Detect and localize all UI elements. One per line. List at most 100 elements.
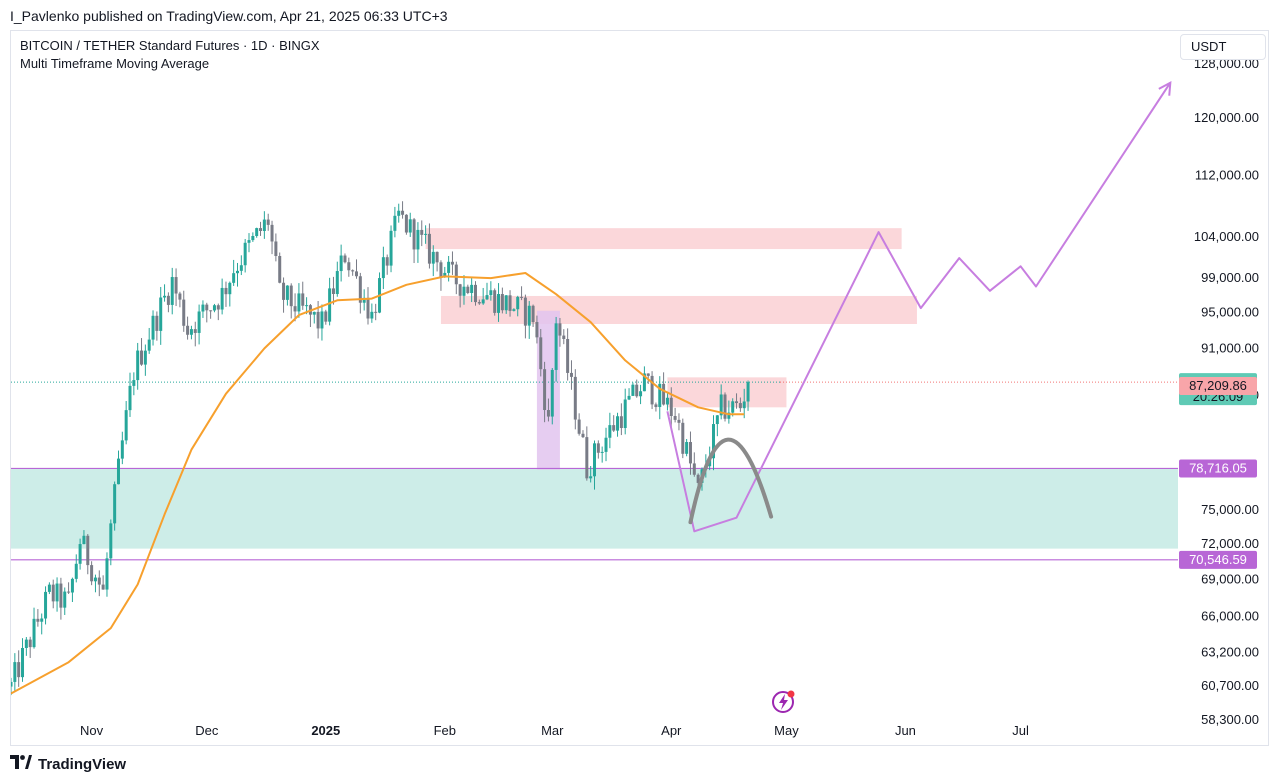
candle-body (124, 410, 128, 441)
candle (546, 398, 550, 422)
candle-body (320, 311, 324, 329)
candle-body (343, 255, 347, 263)
candle-body (612, 425, 616, 431)
y-tick-label: 72,000.00 (1201, 536, 1259, 551)
candle-body (170, 277, 174, 305)
tradingview-brand[interactable]: TradingView (10, 755, 126, 773)
candle-body (642, 373, 646, 392)
candle (462, 275, 466, 305)
candle (493, 288, 497, 316)
candle-body (458, 284, 462, 296)
candle (600, 446, 604, 463)
candle (562, 329, 566, 345)
projection-arrowhead (1158, 80, 1172, 96)
candle (205, 302, 209, 323)
candle (174, 268, 178, 307)
candle (523, 294, 527, 339)
candle (531, 304, 535, 327)
candle-body (401, 210, 405, 215)
candle-body (40, 618, 44, 622)
candle (727, 400, 731, 424)
lightning-bolt (779, 694, 788, 710)
candle (738, 397, 742, 412)
x-tick-label: Nov (80, 723, 104, 738)
bid-price-label-bg (1179, 376, 1257, 395)
x-tick-label: Feb (434, 723, 456, 738)
candle (201, 300, 205, 318)
y-tick-label: 95,000.00 (1201, 305, 1259, 320)
candle-body (688, 442, 692, 464)
candle-body (305, 305, 309, 307)
candle-body (239, 265, 243, 271)
lightning-news-icon[interactable] (772, 690, 795, 713)
candle-body (101, 584, 105, 590)
candle-body (109, 523, 113, 559)
candle (665, 391, 669, 411)
candle (543, 361, 547, 423)
candle (550, 368, 554, 425)
candle (470, 277, 474, 303)
candle-body (712, 424, 716, 459)
candle-body (270, 224, 274, 242)
candle-body (282, 282, 286, 300)
x-tick-label: Mar (541, 723, 564, 738)
candle (116, 450, 120, 485)
candle-body (128, 385, 132, 411)
candle-body (596, 443, 600, 453)
candle (424, 225, 428, 244)
chart-pane[interactable] (10, 30, 1269, 746)
candle-body (450, 261, 454, 265)
candle (11, 677, 13, 696)
candle-body (255, 228, 259, 237)
candle-body (520, 296, 524, 298)
candle (351, 269, 355, 276)
candle (21, 638, 25, 682)
candle-body (354, 271, 358, 277)
candle (63, 587, 67, 615)
candle-body (93, 577, 97, 582)
candle (458, 283, 462, 308)
candle-body (735, 401, 739, 404)
candle (466, 284, 470, 295)
candle-body (116, 458, 120, 485)
symbol-legend[interactable]: BITCOIN / TETHER Standard Futures · 1D ·… (20, 38, 320, 53)
candle-body (550, 369, 554, 417)
candle-body (412, 219, 416, 250)
candle (270, 220, 274, 255)
candle (262, 211, 266, 239)
indicator-legend[interactable]: Multi Timeframe Moving Average (20, 56, 210, 71)
candle (589, 465, 593, 483)
candle (447, 255, 451, 282)
candle (132, 372, 136, 396)
candle-body (543, 369, 547, 411)
currency-selector[interactable]: USDT (1180, 34, 1266, 60)
y-tick-label: 120,000.00 (1194, 110, 1259, 125)
candle-body (416, 229, 420, 250)
candle (520, 286, 524, 301)
candle (78, 538, 82, 570)
candle-body (201, 304, 205, 312)
candle-body (209, 310, 213, 312)
candle-body (439, 262, 443, 278)
candle-body (90, 565, 94, 582)
candle (297, 283, 301, 318)
candle (577, 413, 581, 436)
candle (93, 574, 97, 593)
candle-body (370, 311, 374, 319)
candle-body (59, 583, 63, 608)
level-price-label: 78,716.05 (1179, 459, 1257, 478)
candle-body (650, 375, 654, 405)
candle (86, 534, 90, 575)
candle-body (197, 311, 201, 333)
candle (558, 317, 562, 347)
candle (715, 415, 719, 437)
candle (692, 452, 696, 477)
candle-body (105, 558, 109, 590)
candle (374, 303, 378, 321)
candle (354, 259, 358, 279)
candle-body (51, 584, 55, 602)
candle-body (527, 305, 531, 326)
tv-logo-icon (10, 755, 32, 773)
candle-body (47, 584, 51, 592)
